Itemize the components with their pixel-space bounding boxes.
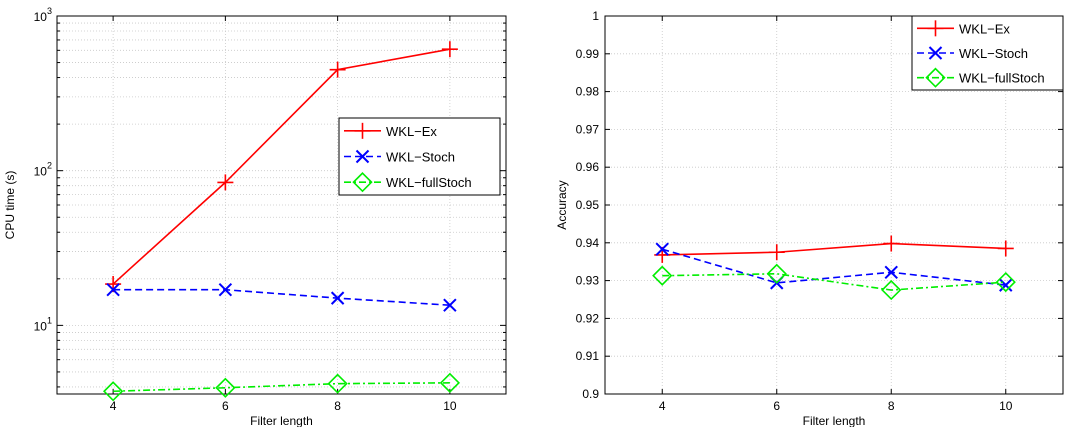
legend: WKL−Ex WKL−Stoch WKL−fullStoch [911,15,1064,91]
plot-area [57,16,506,394]
data-point [330,291,345,305]
y-tick-label: 101 [34,315,52,333]
data-point [884,265,898,279]
data-point [106,283,120,297]
data-point [999,278,1013,292]
x-tick-label: 6 [773,399,780,413]
series-3 [102,372,461,402]
series-line [662,242,1006,256]
legend-marker [352,172,373,193]
data-point [652,265,673,286]
grid [57,15,506,394]
x-tick-label: 4 [659,399,666,413]
y-tick-label-exponent: 2 [47,161,52,171]
data-point [102,381,124,402]
y-tick-label: 0.99 [576,47,600,61]
x-tick-label: 10 [999,399,1013,413]
x-axis-label: Filter length [250,414,313,427]
y-tick-label: 102 [34,161,52,179]
y-tick-label: 0.95 [576,198,600,212]
legend-label: WKL−Ex [386,124,437,139]
series-1 [654,235,1014,263]
legend-label: WKL−fullStoch [959,71,1045,86]
y-tick-label-exponent: 3 [47,6,52,16]
y-tick-label: 1 [592,9,599,23]
data-point [881,279,902,301]
data-point [995,271,1016,293]
data-point [766,263,787,284]
legend-label: WKL−Stoch [386,150,455,165]
y-tick-label: 0.93 [576,274,600,288]
x-tick-label: 10 [443,399,457,413]
series-line [112,48,451,285]
y-tick-label: 0.91 [576,349,600,363]
series-line [662,248,1006,286]
x-tick-label: 4 [110,399,117,413]
x-axis-label: Filter length [803,414,866,427]
data-point [655,242,669,256]
y-axis-label: Accuracy [555,180,569,229]
data-point [443,298,457,312]
y-tick-label: 103 [34,6,52,24]
data-point [439,372,461,393]
data-point [327,373,348,394]
legend-marker [928,46,943,60]
y-tick-label: 0.94 [576,236,600,250]
series-line [113,288,450,307]
chart-panel-2: 4 6 8 10 0.9 0.91 0.92 0.93 0.94 0.95 0.96 0.97 0.98… [555,9,1064,427]
y-tick-label: 0.98 [576,85,600,99]
y-tick-label-base: 10 [34,319,48,333]
series-line [113,382,450,393]
y-tick-label: 0.9 [582,387,599,401]
y-tick-label: 0.97 [576,122,600,136]
legend-marker [355,149,370,164]
series-1 [105,41,458,293]
y-tick-label-base: 10 [34,165,48,179]
y-tick-label-exponent: 1 [47,315,52,325]
series-3 [652,263,1016,301]
legend-label: WKL−fullStoch [386,175,472,190]
series-line [662,272,1006,291]
data-point [215,377,236,398]
series-2 [106,283,457,312]
legend-marker [925,67,946,88]
legend: WKL−Ex WKL−Stoch WKL−fullStoch [338,117,501,196]
x-tick-label: 8 [334,399,341,413]
x-tick-label: 8 [888,399,895,413]
legend-label: WKL−Ex [959,21,1010,36]
legend-label: WKL−Stoch [959,46,1028,61]
y-tick-label: 0.92 [576,311,600,325]
y-axis-label: CPU time (s) [3,171,17,240]
data-point [218,283,233,297]
x-tick-label: 6 [222,399,229,413]
y-tick-label: 0.96 [576,160,600,174]
y-tick-label-base: 10 [34,10,48,24]
